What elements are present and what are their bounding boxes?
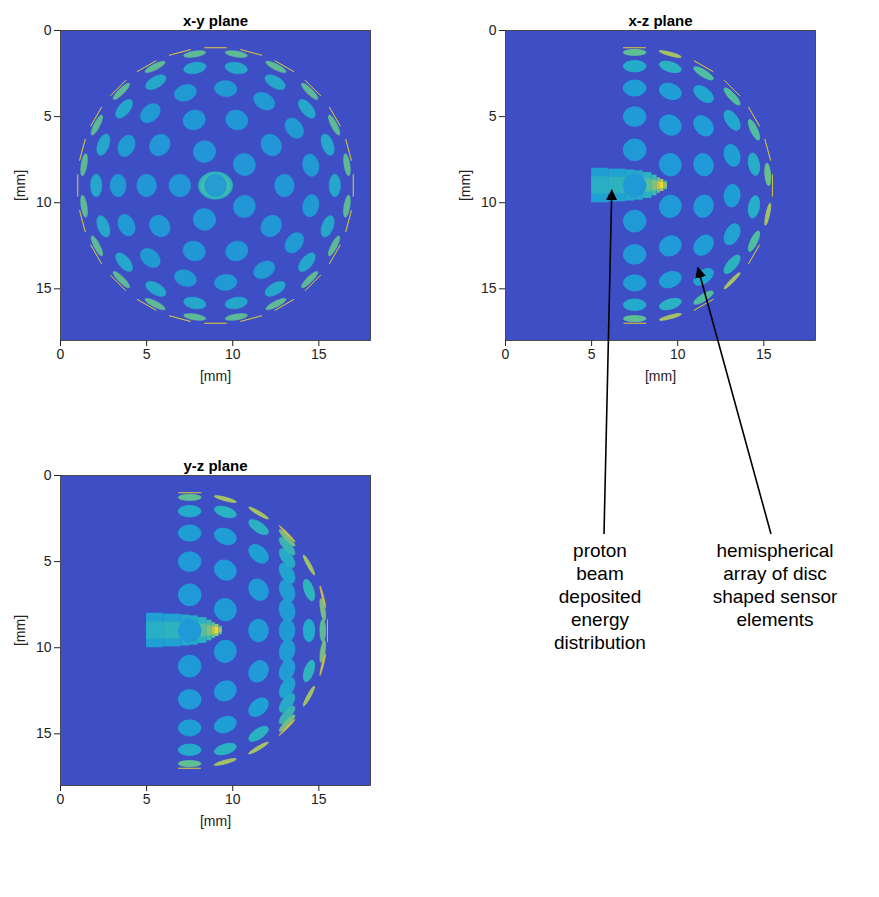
svg-text:5: 5 [588, 346, 596, 362]
svg-text:0: 0 [502, 346, 510, 362]
svg-text:[mm]: [mm] [457, 170, 473, 201]
svg-text:10: 10 [225, 346, 241, 362]
svg-text:10: 10 [670, 346, 686, 362]
svg-text:15: 15 [36, 725, 52, 741]
svg-text:5: 5 [143, 791, 151, 807]
svg-text:0: 0 [44, 467, 52, 483]
svg-text:y-z plane: y-z plane [183, 457, 247, 474]
svg-text:0: 0 [57, 346, 65, 362]
svg-text:10: 10 [225, 791, 241, 807]
svg-text:15: 15 [481, 280, 497, 296]
svg-text:[mm]: [mm] [12, 170, 28, 201]
svg-text:x-y plane: x-y plane [183, 12, 248, 29]
svg-text:5: 5 [44, 108, 52, 124]
svg-text:0: 0 [57, 791, 65, 807]
svg-text:5: 5 [143, 346, 151, 362]
svg-text:15: 15 [756, 346, 772, 362]
svg-text:0: 0 [489, 22, 497, 38]
svg-text:0: 0 [44, 22, 52, 38]
svg-text:10: 10 [36, 194, 52, 210]
svg-text:10: 10 [481, 194, 497, 210]
svg-text:[mm]: [mm] [200, 368, 231, 384]
svg-text:[mm]: [mm] [645, 368, 676, 384]
svg-text:5: 5 [489, 108, 497, 124]
svg-text:x-z plane: x-z plane [628, 12, 692, 29]
svg-text:15: 15 [311, 346, 327, 362]
svg-text:15: 15 [36, 280, 52, 296]
svg-text:5: 5 [44, 553, 52, 569]
svg-text:[mm]: [mm] [12, 615, 28, 646]
svg-text:[mm]: [mm] [200, 813, 231, 829]
svg-text:15: 15 [311, 791, 327, 807]
svg-text:hemisphericalarray of discshap: hemisphericalarray of discshaped sensore… [713, 540, 838, 630]
svg-text:protonbeamdepositedenergydistr: protonbeamdepositedenergydistribution [554, 540, 646, 653]
svg-text:10: 10 [36, 639, 52, 655]
